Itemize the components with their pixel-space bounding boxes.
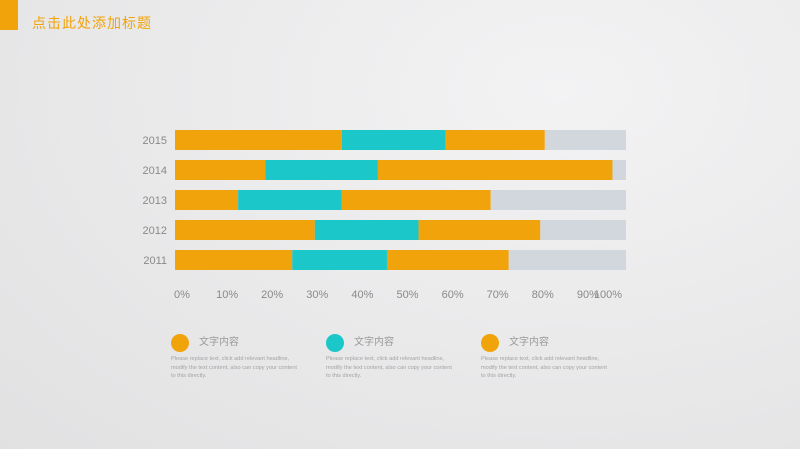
x-tick-label: 50%	[396, 289, 418, 301]
bar-segment-2011-2[interactable]	[292, 250, 387, 270]
bar-segment-2011-4[interactable]	[508, 250, 626, 270]
bar-segment-2011-3[interactable]	[386, 250, 509, 270]
legend-title[interactable]: 文字内容	[354, 337, 394, 348]
legend-dot-icon	[326, 334, 344, 352]
bar-segment-2015-3[interactable]	[445, 130, 545, 150]
y-tick-label-2011: 2011	[143, 255, 167, 267]
bar-segment-2012-3[interactable]	[418, 220, 541, 240]
x-tick-label: 20%	[261, 289, 283, 301]
bar-segment-2014-3[interactable]	[377, 160, 613, 180]
bar-segment-2012-1[interactable]	[175, 220, 315, 240]
legend-dot-icon	[171, 334, 189, 352]
bar-segment-2011-1[interactable]	[175, 250, 293, 270]
y-tick-label-2015: 2015	[143, 135, 167, 147]
y-tick-label-2012: 2012	[143, 225, 167, 237]
x-tick-label: 90%	[577, 289, 599, 301]
x-tick-label: 30%	[306, 289, 328, 301]
y-tick-label-2013: 2013	[143, 195, 167, 207]
bar-segment-2015-2[interactable]	[341, 130, 446, 150]
x-tick-label: 100%	[594, 289, 622, 301]
bar-segment-2013-3[interactable]	[341, 190, 491, 210]
bar-segment-2013-4[interactable]	[490, 190, 626, 210]
bar-segment-2012-4[interactable]	[540, 220, 626, 240]
bar-segment-2013-2[interactable]	[238, 190, 342, 210]
bar-segment-2013-1[interactable]	[175, 190, 239, 210]
legend-description[interactable]: Please replace text, click add relevant …	[171, 356, 297, 380]
bar-segment-2014-4[interactable]	[612, 160, 626, 180]
x-tick-label: 60%	[442, 289, 464, 301]
legend-title[interactable]: 文字内容	[199, 337, 239, 348]
bar-segment-2015-1[interactable]	[175, 130, 342, 150]
bar-segment-2015-4[interactable]	[544, 130, 626, 150]
x-tick-label: 70%	[487, 289, 509, 301]
legend-description[interactable]: Please replace text, click add relevant …	[481, 356, 607, 380]
bar-segment-2014-2[interactable]	[265, 160, 378, 180]
legend-description[interactable]: Please replace text, click add relevant …	[326, 356, 452, 380]
y-tick-label-2014: 2014	[143, 165, 167, 177]
legend-title[interactable]: 文字内容	[509, 337, 549, 348]
title-accent-block	[0, 0, 18, 30]
x-tick-label: 10%	[216, 289, 238, 301]
bar-segment-2012-2[interactable]	[314, 220, 419, 240]
bar-segment-2014-1[interactable]	[175, 160, 266, 180]
x-tick-label: 40%	[351, 289, 373, 301]
x-tick-label: 80%	[532, 289, 554, 301]
x-tick-label: 0%	[174, 289, 190, 301]
legend-dot-icon	[481, 334, 499, 352]
slide-title[interactable]: 点击此处添加标题	[32, 16, 152, 32]
